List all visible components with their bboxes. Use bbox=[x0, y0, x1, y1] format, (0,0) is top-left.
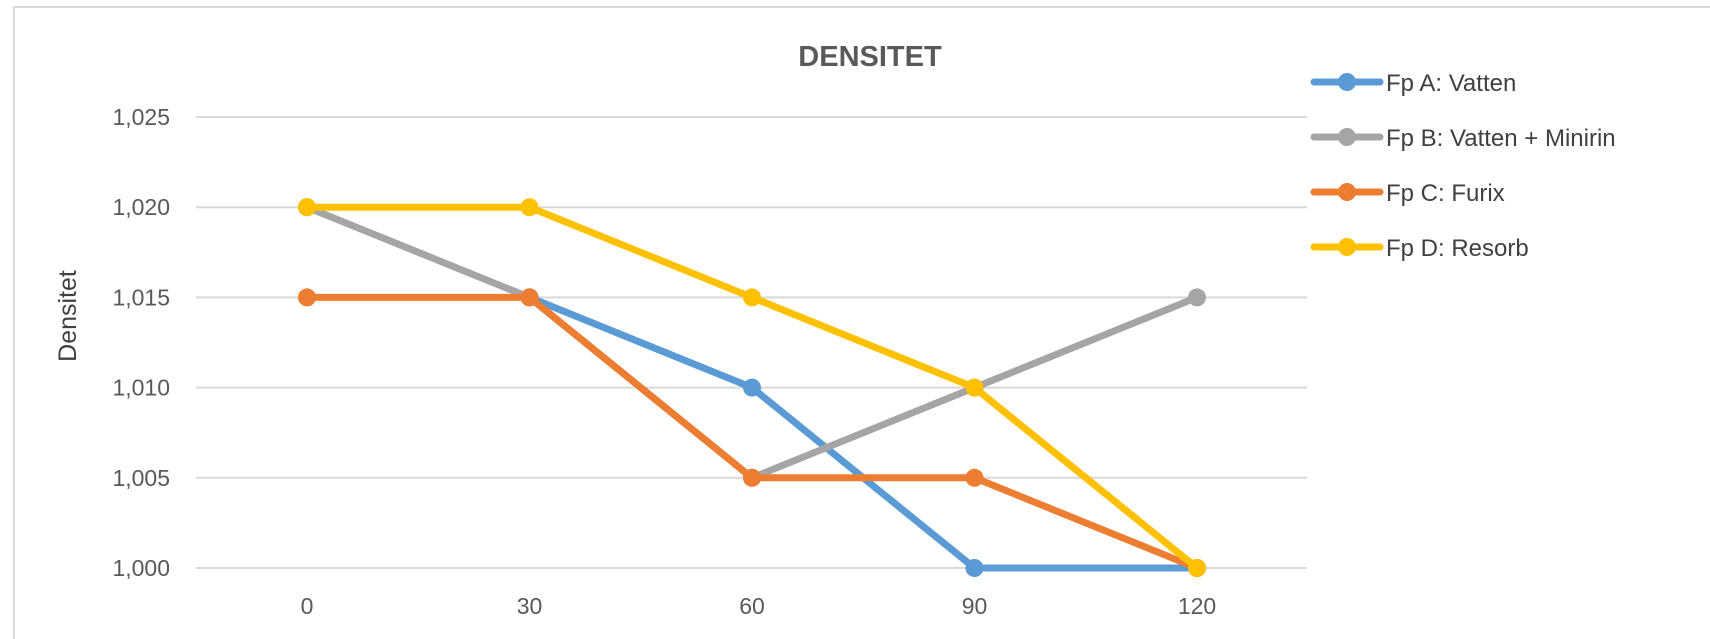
legend-marker bbox=[1338, 238, 1356, 256]
legend-marker bbox=[1338, 128, 1356, 146]
series-2 bbox=[298, 198, 1206, 487]
data-point bbox=[743, 378, 761, 397]
y-tick-label: 1,025 bbox=[112, 104, 170, 130]
legend-item: Fp C: Furix bbox=[1310, 180, 1505, 207]
legend: Fp A: Vatten Fp B: Vatten + Minirin Fp C: … bbox=[1310, 70, 1616, 262]
data-point bbox=[298, 198, 316, 217]
y-tick-label: 1,010 bbox=[112, 375, 170, 401]
series-3 bbox=[298, 288, 1206, 577]
x-tick-label: 0 bbox=[301, 593, 314, 619]
legend-label: Fp B: Vatten + Minirin bbox=[1386, 125, 1616, 152]
series-line bbox=[303, 293, 1201, 572]
y-tick-label: 1,020 bbox=[112, 194, 170, 220]
x-tick-label: 30 bbox=[517, 593, 543, 619]
y-tick-label: 1,000 bbox=[112, 555, 170, 581]
data-point bbox=[1188, 559, 1206, 577]
chart-title: DENSITET bbox=[798, 41, 942, 73]
data-point bbox=[743, 288, 761, 307]
legend-item: Fp A: Vatten bbox=[1310, 70, 1516, 97]
legend-item: Fp B: Vatten + Minirin bbox=[1310, 125, 1616, 152]
data-point bbox=[965, 378, 984, 397]
y-axis-ticks: 1,000 1,005 1,010 1,015 1,020 1,025 bbox=[112, 104, 170, 581]
x-tick-label: 90 bbox=[962, 593, 988, 619]
x-tick-label: 120 bbox=[1178, 593, 1216, 619]
legend-label: Fp D: Resorb bbox=[1386, 235, 1529, 262]
legend-label: Fp A: Vatten bbox=[1386, 70, 1516, 97]
x-tick-label: 60 bbox=[739, 593, 765, 619]
y-tick-label: 1,005 bbox=[112, 465, 170, 491]
x-axis-ticks: 0 30 60 90 120 bbox=[301, 593, 1217, 619]
legend-item: Fp D: Resorb bbox=[1310, 235, 1529, 262]
data-point bbox=[298, 288, 316, 307]
data-point bbox=[965, 468, 984, 487]
data-point bbox=[743, 468, 761, 487]
data-point bbox=[520, 288, 539, 307]
y-axis-label: Densitet bbox=[54, 270, 82, 362]
y-tick-label: 1,015 bbox=[112, 284, 170, 310]
legend-marker bbox=[1338, 183, 1356, 201]
legend-marker bbox=[1338, 73, 1356, 91]
chart-border bbox=[13, 6, 1710, 639]
gridlines bbox=[196, 116, 1307, 569]
series-lines bbox=[298, 198, 1206, 577]
data-point bbox=[965, 559, 984, 577]
series-line bbox=[303, 203, 1201, 482]
data-point bbox=[1188, 288, 1206, 307]
series-4 bbox=[298, 198, 1206, 577]
legend-label: Fp C: Furix bbox=[1386, 180, 1505, 207]
data-point bbox=[520, 198, 539, 217]
